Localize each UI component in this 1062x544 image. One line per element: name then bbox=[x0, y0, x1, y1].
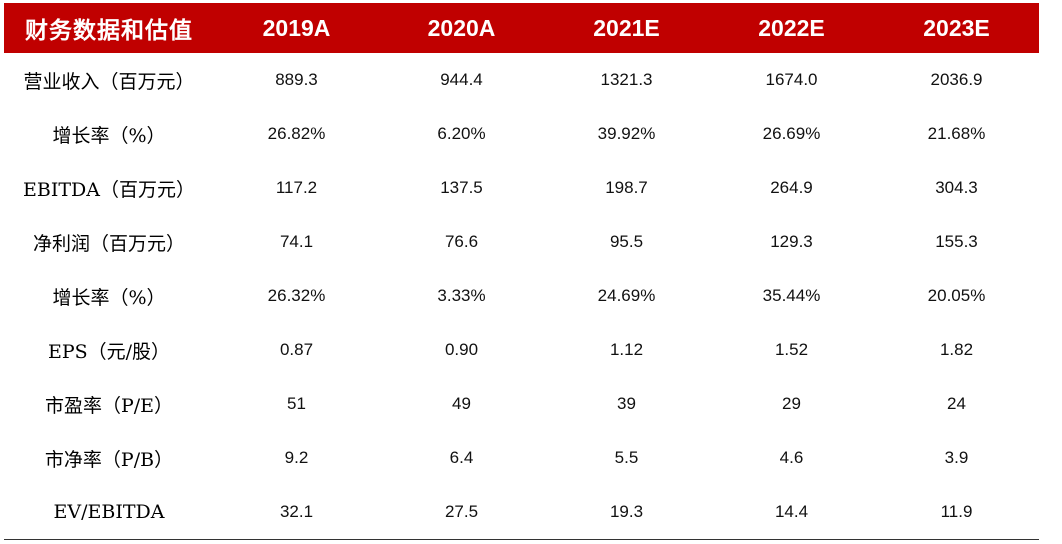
table-cell: 32.1 bbox=[214, 485, 379, 540]
table-cell: 9.2 bbox=[284, 448, 309, 467]
row-label: EV/EBITDA bbox=[4, 485, 214, 540]
table-row-revenue: 营业收入（百万元） 889.3 944.4 1321.3 1674.0 2036… bbox=[4, 53, 1039, 107]
table-cell: 24.69% bbox=[597, 286, 656, 305]
row-label: 增长率（%） bbox=[52, 124, 166, 147]
table-cell: 3.9 bbox=[944, 448, 969, 467]
row-label: 市盈率（P/E） bbox=[44, 394, 174, 417]
table-cell: 889.3 bbox=[275, 70, 318, 89]
table-cell: 6.4 bbox=[449, 448, 474, 467]
table-cell: 11.9 bbox=[874, 485, 1039, 540]
table-cell: 129.3 bbox=[770, 232, 813, 251]
header-year: 2021E bbox=[544, 3, 709, 53]
header-year: 2022E bbox=[709, 3, 874, 53]
header-year: 2020A bbox=[379, 3, 544, 53]
table-row-net-profit: 净利润（百万元） 74.1 76.6 95.5 129.3 155.3 bbox=[4, 215, 1039, 269]
table-cell: 4.6 bbox=[779, 448, 804, 467]
table-cell: 1321.3 bbox=[600, 70, 653, 89]
table-cell: 39.92% bbox=[597, 124, 656, 143]
header-year: 2023E bbox=[874, 3, 1039, 53]
table-cell: 21.68% bbox=[927, 124, 986, 143]
table-cell: 14.4 bbox=[709, 485, 874, 540]
table-row-pe: 市盈率（P/E） 51 49 39 29 24 bbox=[4, 377, 1039, 431]
table-cell: 27.5 bbox=[379, 485, 544, 540]
table-cell: 1.12 bbox=[609, 340, 644, 359]
header-year: 2019A bbox=[214, 3, 379, 53]
table-cell: 39 bbox=[617, 394, 636, 413]
table-cell: 198.7 bbox=[605, 178, 648, 197]
row-label: EPS（元/股） bbox=[47, 340, 171, 363]
table-cell: 20.05% bbox=[927, 286, 986, 305]
table-cell: 26.32% bbox=[267, 286, 326, 305]
header-label: 财务数据和估值 bbox=[4, 3, 214, 53]
table-cell: 95.5 bbox=[609, 232, 644, 251]
financial-valuation-table: 财务数据和估值 2019A 2020A 2021E 2022E 2023E 营业… bbox=[4, 3, 1039, 540]
table-cell: 29 bbox=[782, 394, 801, 413]
table-row-ev-ebitda: EV/EBITDA 32.1 27.5 19.3 14.4 11.9 bbox=[4, 485, 1039, 540]
row-label: 增长率（%） bbox=[52, 286, 166, 309]
table-cell: 35.44% bbox=[762, 286, 821, 305]
table-cell: 0.90 bbox=[444, 340, 479, 359]
table-cell: 5.5 bbox=[614, 448, 639, 467]
table-row-ebitda: EBITDA（百万元） 117.2 137.5 198.7 264.9 304.… bbox=[4, 161, 1039, 215]
row-label: EBITDA（百万元） bbox=[23, 178, 195, 201]
table-cell: 0.87 bbox=[279, 340, 314, 359]
table-cell: 6.20% bbox=[437, 124, 486, 143]
table-cell: 137.5 bbox=[440, 178, 483, 197]
row-label: 市净率（P/B） bbox=[44, 448, 174, 471]
table-cell: 51 bbox=[287, 394, 306, 413]
table-cell: 76.6 bbox=[444, 232, 479, 251]
table-cell: 24 bbox=[947, 394, 966, 413]
table-cell: 304.3 bbox=[935, 178, 978, 197]
table-row-revenue-growth: 增长率（%） 26.82% 6.20% 39.92% 26.69% 21.68% bbox=[4, 107, 1039, 161]
table-cell: 117.2 bbox=[275, 178, 318, 197]
table-row-eps: EPS（元/股） 0.87 0.90 1.12 1.52 1.82 bbox=[4, 323, 1039, 377]
table-cell: 944.4 bbox=[440, 70, 483, 89]
table-cell: 3.33% bbox=[437, 286, 486, 305]
table-cell: 26.69% bbox=[762, 124, 821, 143]
table-row-profit-growth: 增长率（%） 26.32% 3.33% 24.69% 35.44% 20.05% bbox=[4, 269, 1039, 323]
table-cell: 1.82 bbox=[939, 340, 974, 359]
table-cell: 1674.0 bbox=[765, 70, 818, 89]
table-header-row: 财务数据和估值 2019A 2020A 2021E 2022E 2023E bbox=[4, 3, 1039, 53]
table-cell: 19.3 bbox=[544, 485, 709, 540]
table-row-pb: 市净率（P/B） 9.2 6.4 5.5 4.6 3.9 bbox=[4, 431, 1039, 485]
table-cell: 2036.9 bbox=[930, 70, 983, 89]
row-label: 营业收入（百万元） bbox=[23, 70, 195, 93]
table-cell: 74.1 bbox=[279, 232, 314, 251]
table-cell: 49 bbox=[452, 394, 471, 413]
row-label: 净利润（百万元） bbox=[32, 232, 185, 255]
financial-data-panel: 财务数据和估值 2019A 2020A 2021E 2022E 2023E 营业… bbox=[0, 3, 1062, 544]
table-cell: 264.9 bbox=[770, 178, 813, 197]
table-cell: 26.82% bbox=[267, 124, 326, 143]
table-cell: 1.52 bbox=[774, 340, 809, 359]
table-cell: 155.3 bbox=[935, 232, 978, 251]
